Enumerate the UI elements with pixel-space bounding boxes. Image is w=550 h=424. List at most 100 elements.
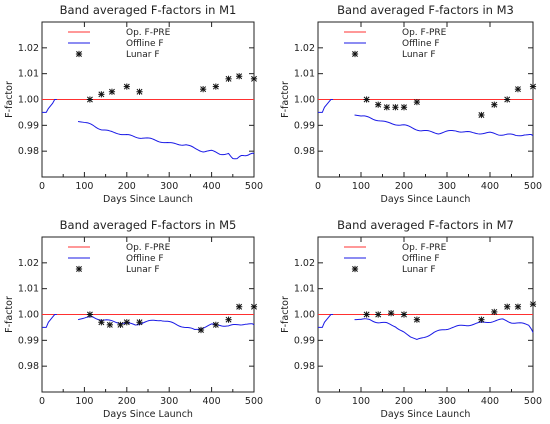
y-tick-label: 0.99: [294, 335, 315, 346]
lunar-f-point: [212, 321, 219, 328]
x-axis-label: Days Since Launch: [381, 409, 471, 420]
lunar-f-point: [413, 316, 420, 323]
chart-panel-2: Band averaged F-factors in M3 0 100 200 300 4…: [280, 3, 542, 205]
x-tick-label: 0: [39, 181, 45, 192]
x-tick-label: 100: [352, 181, 370, 192]
lunar-f-point: [250, 303, 258, 310]
y-tick-label: 0.98: [294, 146, 315, 157]
x-tick-label: 500: [245, 396, 263, 407]
lunar-f-point: [98, 91, 105, 98]
y-tick-label: 1.01: [18, 69, 39, 80]
y-tick-label: 1.02: [294, 43, 315, 54]
x-tick-label: 300: [438, 396, 456, 407]
lunar-f-point: [514, 86, 522, 93]
y-tick-label: 0.99: [18, 120, 39, 131]
series-offline-f: [354, 114, 534, 137]
y-tick-label: 1.01: [294, 69, 315, 80]
y-tick-label: 1.02: [18, 43, 39, 54]
legend-label: Lunar F: [402, 50, 436, 60]
lunar-f-point: [392, 104, 399, 111]
lunar-f-point: [491, 308, 498, 316]
y-axis-label: F-factor: [280, 81, 291, 118]
lunar-f-point: [106, 321, 113, 328]
x-tick-label: 300: [160, 181, 178, 192]
x-axis-label: Days Since Launch: [103, 194, 193, 205]
legend-swatch-lunar-f: [351, 265, 359, 273]
legend-label: Offline F: [126, 254, 164, 264]
y-tick-label: 1.02: [294, 258, 315, 269]
y-tick-label: 1.00: [18, 95, 39, 106]
lunar-f-point: [86, 311, 94, 318]
legend-label: Lunar F: [402, 265, 436, 275]
chart-panel-1: Band averaged F-factors in M1 0 100 200 300 4…: [4, 3, 263, 205]
legend-label: Op. F-PRE: [126, 28, 171, 38]
lunar-f-point: [504, 303, 511, 310]
lunar-f-point: [136, 88, 143, 95]
x-tick-label: 500: [524, 396, 542, 407]
chart-title: Band averaged F-factors in M7: [337, 218, 514, 232]
x-tick-label: 500: [524, 181, 542, 192]
lunar-f-point: [212, 83, 219, 90]
chart-title: Band averaged F-factors in M1: [60, 3, 237, 17]
legend-swatch-lunar-f: [75, 50, 83, 58]
series-offline-f-prelaunch: [42, 314, 57, 328]
x-tick-label: 400: [203, 396, 221, 407]
y-tick-label: 1.00: [18, 310, 39, 321]
legend-swatch-lunar-f: [351, 50, 359, 58]
chart-title: Band averaged F-factors in M3: [337, 3, 514, 17]
lunar-f-point: [123, 319, 130, 326]
lunar-f-point: [529, 301, 537, 308]
lunar-f-point: [225, 316, 232, 323]
lunar-f-point: [108, 88, 116, 95]
x-tick-label: 200: [118, 181, 136, 192]
lunar-f-point: [363, 96, 370, 103]
x-tick-label: 100: [352, 396, 370, 407]
y-tick-label: 1.01: [18, 284, 39, 295]
y-tick-label: 0.99: [294, 120, 315, 131]
y-tick-label: 1.01: [294, 284, 315, 295]
lunar-f-point: [514, 303, 522, 310]
x-tick-label: 200: [395, 396, 413, 407]
x-tick-label: 300: [438, 181, 456, 192]
lunar-f-point: [375, 101, 382, 108]
x-tick-label: 400: [203, 181, 221, 192]
lunar-f-point: [504, 96, 511, 103]
y-tick-label: 0.99: [18, 335, 39, 346]
chart-title: Band averaged F-factors in M5: [60, 218, 237, 232]
y-tick-label: 0.98: [18, 146, 39, 157]
lunar-f-point: [250, 75, 258, 82]
lunar-f-point: [200, 86, 207, 93]
y-axis-label: F-factor: [280, 296, 291, 333]
y-tick-label: 0.98: [18, 361, 39, 372]
x-tick-label: 300: [160, 396, 178, 407]
x-axis-label: Days Since Launch: [381, 194, 471, 205]
lunar-f-point: [388, 310, 395, 317]
lunar-f-point: [117, 321, 124, 328]
series-offline-f: [354, 318, 534, 340]
legend-swatch-lunar-f: [75, 265, 83, 273]
lunar-f-point: [491, 101, 498, 108]
lunar-f-point: [236, 73, 243, 80]
legend-label: Offline F: [126, 39, 164, 49]
lunar-f-point: [529, 83, 537, 90]
lunar-f-point: [375, 311, 382, 318]
legend-label: Lunar F: [126, 265, 160, 275]
legend-label: Lunar F: [126, 50, 160, 60]
x-tick-label: 200: [395, 181, 413, 192]
x-tick-label: 0: [315, 396, 321, 407]
x-tick-label: 500: [245, 181, 263, 192]
legend-label: Op. F-PRE: [126, 243, 171, 253]
lunar-f-point: [413, 98, 420, 106]
lunar-f-point: [123, 83, 130, 90]
x-tick-label: 0: [39, 396, 45, 407]
y-axis-label: F-factor: [4, 296, 15, 333]
series-offline-f-prelaunch: [318, 99, 334, 113]
lunar-f-point: [86, 96, 94, 103]
legend-label: Offline F: [402, 39, 440, 49]
legend-label: Op. F-PRE: [402, 243, 447, 253]
